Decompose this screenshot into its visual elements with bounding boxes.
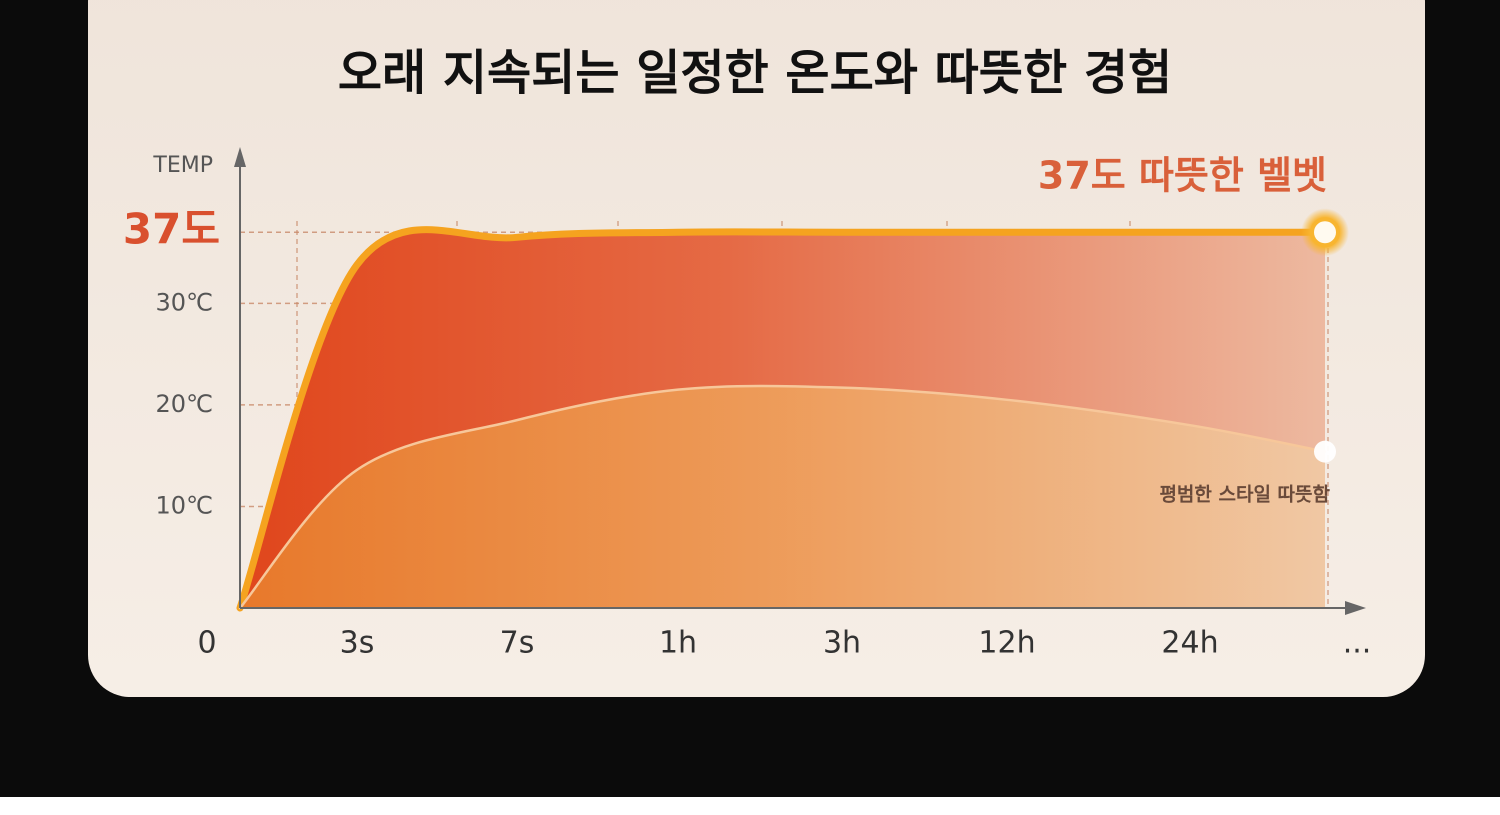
series-label: 평범한 스타일 따뜻함 xyxy=(1159,484,1330,506)
bottom-strip xyxy=(0,797,1500,815)
x-tick-label: 3h xyxy=(823,626,861,661)
y-tick-label: 37도 xyxy=(123,205,220,254)
y-tick-label: 20℃ xyxy=(156,390,214,418)
x-tick-label: 7s xyxy=(500,626,535,661)
y-axis-arrow xyxy=(234,147,246,167)
x-tick-label: 1h xyxy=(659,626,697,661)
x-tick-label: 0 xyxy=(197,626,216,661)
chart-title: 오래 지속되는 일정한 온도와 따뜻한 경험 xyxy=(338,45,1172,101)
y-tick-label: 10℃ xyxy=(156,491,214,519)
end-point xyxy=(1310,217,1340,248)
x-tick-label: 24h xyxy=(1161,626,1218,661)
line xyxy=(236,226,1329,612)
line xyxy=(238,384,1327,610)
x-tick-label: ... xyxy=(1343,626,1372,661)
y-tick-label: 30℃ xyxy=(156,288,214,316)
series-label: 37도 따뜻한 벨벳 xyxy=(1038,154,1327,198)
x-tick-label: 3s xyxy=(340,626,375,661)
x-axis-arrow xyxy=(1345,601,1366,615)
area xyxy=(240,385,1325,608)
end-point xyxy=(1314,440,1336,463)
x-tick-label: 12h xyxy=(978,626,1035,661)
y-axis-label: TEMP xyxy=(152,153,213,178)
